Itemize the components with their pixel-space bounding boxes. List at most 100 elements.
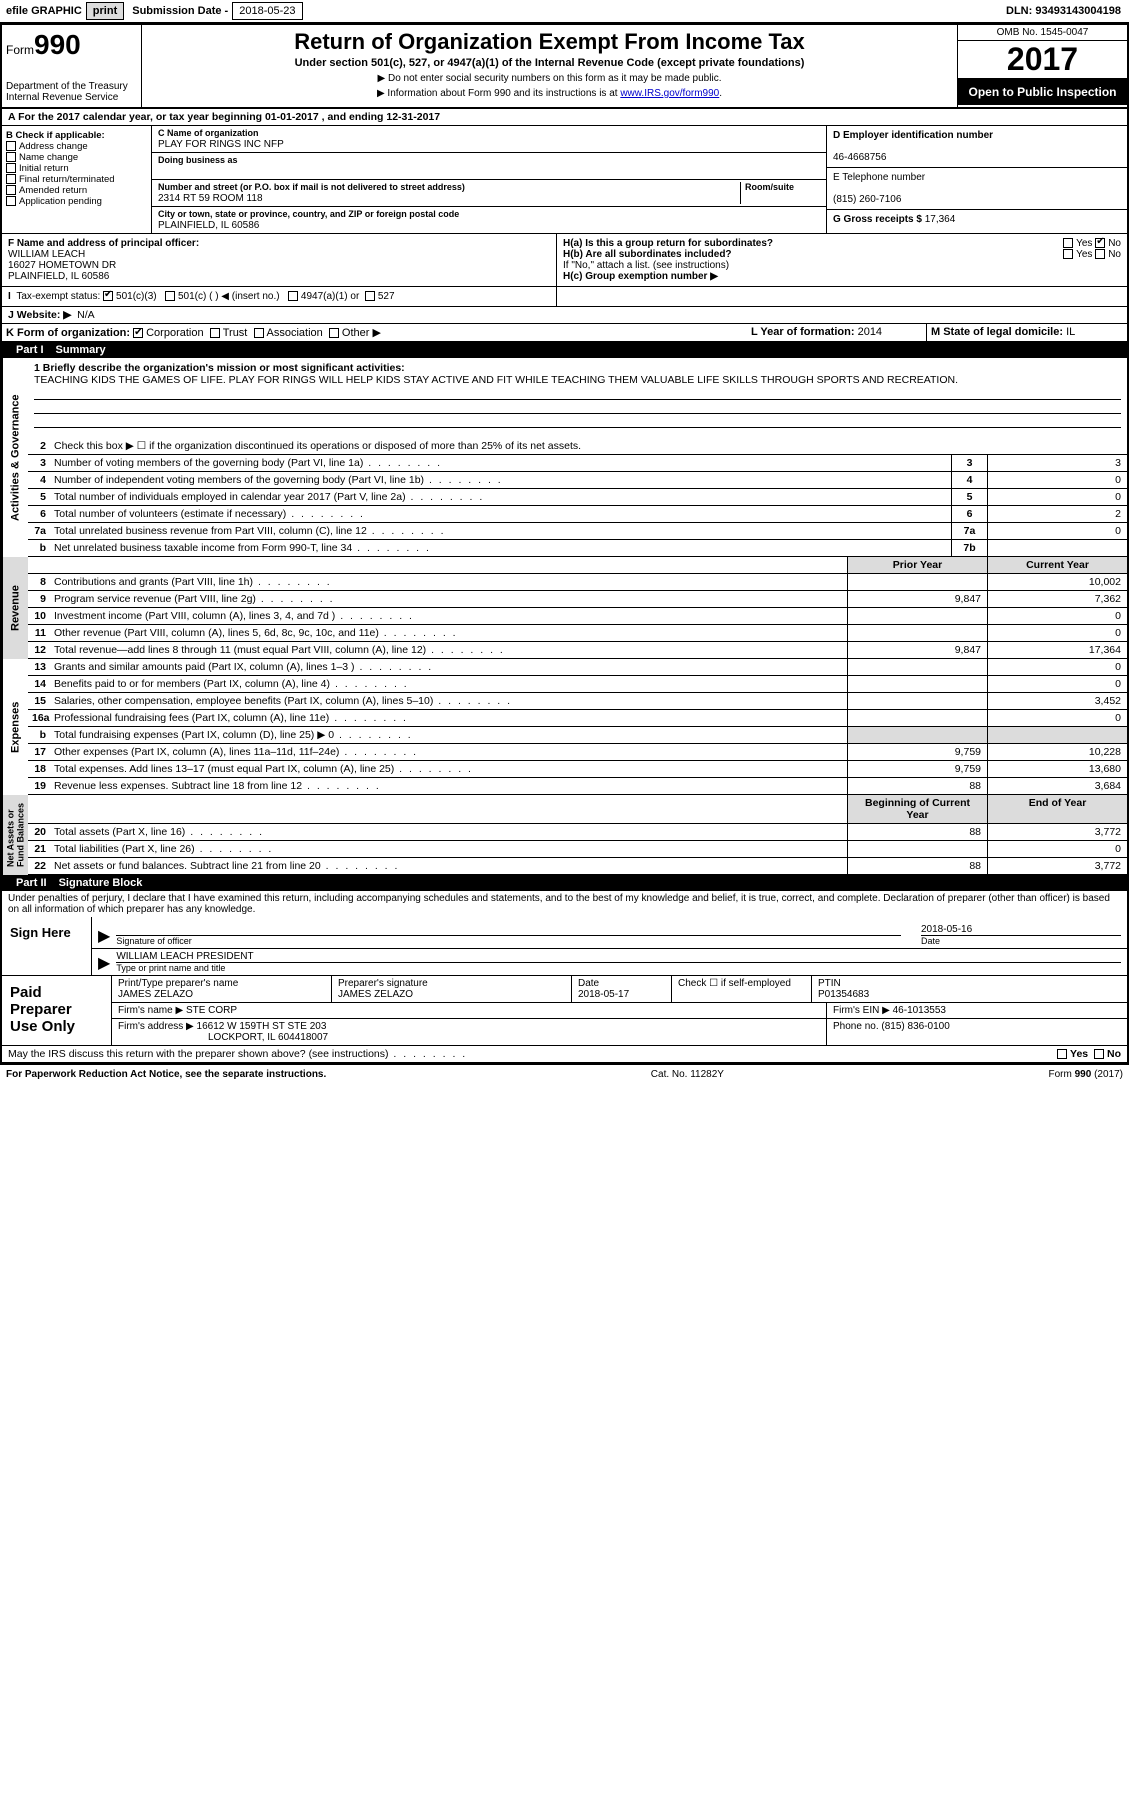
gross-label: G Gross receipts $ xyxy=(833,214,922,225)
city-value: PLAINFIELD, IL 60586 xyxy=(158,220,259,231)
dln: DLN: 93493143004198 xyxy=(1006,5,1127,17)
cat-number: Cat. No. 11282Y xyxy=(651,1069,724,1080)
hc-row: H(c) Group exemption number ▶ xyxy=(563,271,1121,282)
efile-label: efile GRAPHIC xyxy=(6,5,82,17)
section-j: J Website: ▶ N/A xyxy=(2,307,1127,324)
section-b: B Check if applicable: Address change Na… xyxy=(2,126,152,233)
officer-addr2: PLAINFIELD, IL 60586 xyxy=(8,271,109,282)
mission-block: 1 Briefly describe the organization's mi… xyxy=(28,358,1127,438)
summary-row: b Total fundraising expenses (Part IX, c… xyxy=(28,727,1127,744)
ptin-value: P01354683 xyxy=(818,989,1121,1000)
perjury-text: Under penalties of perjury, I declare th… xyxy=(2,891,1127,917)
summary-row: 16a Professional fundraising fees (Part … xyxy=(28,710,1127,727)
summary-row: 21 Total liabilities (Part X, line 26) 0 xyxy=(28,841,1127,858)
tax-year: 2017 xyxy=(958,41,1127,79)
summary-row: 5 Total number of individuals employed i… xyxy=(28,489,1127,506)
period-row: A For the 2017 calendar year, or tax yea… xyxy=(2,109,1127,126)
sig-date-cap: Date xyxy=(921,935,1121,946)
street-address: 2314 RT 59 ROOM 118 xyxy=(158,193,263,204)
exp-side-label: Expenses xyxy=(2,659,28,795)
summary-row: 8 Contributions and grants (Part VIII, l… xyxy=(28,574,1127,591)
summary-row: 13 Grants and similar amounts paid (Part… xyxy=(28,659,1127,676)
org-name: PLAY FOR RINGS INC NFP xyxy=(158,139,284,150)
phone-value: (815) 260-7106 xyxy=(833,194,901,205)
gov-side-label: Activities & Governance xyxy=(2,358,28,557)
summary-row: 3 Number of voting members of the govern… xyxy=(28,455,1127,472)
arrow-icon: ▶ xyxy=(98,953,110,973)
officer-typed-name: WILLIAM LEACH PRESIDENT xyxy=(116,951,1121,962)
open-public: Open to Public Inspection xyxy=(958,79,1127,105)
part2-header: Part II Signature Block xyxy=(2,875,1127,891)
note-ssn: ▶ Do not enter social security numbers o… xyxy=(150,73,949,84)
note-info: ▶ Information about Form 990 and its ins… xyxy=(150,88,949,99)
summary-row: 20 Total assets (Part X, line 16) 88 3,7… xyxy=(28,824,1127,841)
addr-label: Number and street (or P.O. box if mail i… xyxy=(158,182,465,192)
officer-name: WILLIAM LEACH xyxy=(8,249,85,260)
part1-header: Part I Summary xyxy=(2,342,1127,358)
firm-addr2: LOCKPORT, IL 604418007 xyxy=(208,1032,328,1043)
preparer-date: 2018-05-17 xyxy=(578,989,665,1000)
summary-row: b Net unrelated business taxable income … xyxy=(28,540,1127,557)
preparer-sig: JAMES ZELAZO xyxy=(338,989,565,1000)
summary-row: 4 Number of independent voting members o… xyxy=(28,472,1127,489)
discuss-row: May the IRS discuss this return with the… xyxy=(2,1046,1127,1063)
firm-addr1: 16612 W 159TH ST STE 203 xyxy=(197,1021,327,1032)
dept-label: Department of the Treasury Internal Reve… xyxy=(6,81,137,103)
summary-row: 15 Salaries, other compensation, employe… xyxy=(28,693,1127,710)
summary-row: 10 Investment income (Part VIII, column … xyxy=(28,608,1127,625)
section-l: L Year of formation: 2014 xyxy=(747,324,927,341)
summary-row: 7a Total unrelated business revenue from… xyxy=(28,523,1127,540)
boy-hdr: Beginning of Current Year xyxy=(847,795,987,823)
pra-notice: For Paperwork Reduction Act Notice, see … xyxy=(6,1069,326,1080)
c-name-label: C Name of organization xyxy=(158,128,259,138)
sig-officer-cap: Signature of officer xyxy=(116,935,901,946)
omb-number: OMB No. 1545-0047 xyxy=(958,25,1127,41)
summary-row: 19 Revenue less expenses. Subtract line … xyxy=(28,778,1127,795)
line2: Check this box ▶ ☐ if the organization d… xyxy=(50,438,1127,454)
hb-row: H(b) Are all subordinates included? Yes … xyxy=(563,249,1121,260)
form-title: Return of Organization Exempt From Incom… xyxy=(150,29,949,55)
form-subtitle: Under section 501(c), 527, or 4947(a)(1)… xyxy=(150,57,949,69)
city-label: City or town, state or province, country… xyxy=(158,209,459,219)
subdate-value: 2018-05-23 xyxy=(232,2,302,20)
summary-row: 14 Benefits paid to or for members (Part… xyxy=(28,676,1127,693)
summary-row: 9 Program service revenue (Part VIII, li… xyxy=(28,591,1127,608)
gross-value: 17,364 xyxy=(925,214,956,225)
summary-row: 18 Total expenses. Add lines 13–17 (must… xyxy=(28,761,1127,778)
firm-ein: 46-1013553 xyxy=(893,1005,946,1016)
officer-cap: Type or print name and title xyxy=(116,962,1121,973)
prior-year-hdr: Prior Year xyxy=(847,557,987,573)
dba-label: Doing business as xyxy=(158,155,238,165)
form-footer: Form 990 (2017) xyxy=(1049,1069,1123,1080)
summary-row: 17 Other expenses (Part IX, column (A), … xyxy=(28,744,1127,761)
officer-addr1: 16027 HOMETOWN DR xyxy=(8,260,116,271)
print-button[interactable]: print xyxy=(86,2,124,20)
na-side-label: Net Assets or Fund Balances xyxy=(2,795,28,875)
phone-label: E Telephone number xyxy=(833,172,925,183)
self-employed: Check ☐ if self-employed xyxy=(672,976,812,1002)
firm-phone: (815) 836-0100 xyxy=(881,1021,949,1032)
section-m: M State of legal domicile: IL xyxy=(927,324,1127,341)
ein-label: D Employer identification number xyxy=(833,130,993,141)
current-year-hdr: Current Year xyxy=(987,557,1127,573)
irs-link[interactable]: www.IRS.gov/form990 xyxy=(620,88,719,99)
room-label: Room/suite xyxy=(745,182,794,192)
section-k: K Form of organization: Corporation Trus… xyxy=(2,324,747,341)
section-i: I Tax-exempt status: 501(c)(3) 501(c) ( … xyxy=(2,287,557,306)
arrow-icon: ▶ xyxy=(98,926,110,946)
summary-row: 6 Total number of volunteers (estimate i… xyxy=(28,506,1127,523)
subdate-label: Submission Date - xyxy=(132,5,228,17)
form-number: Form990 xyxy=(6,29,137,61)
summary-row: 12 Total revenue—add lines 8 through 11 … xyxy=(28,642,1127,659)
sig-date: 2018-05-16 xyxy=(921,924,1121,935)
paid-preparer-label: Paid Preparer Use Only xyxy=(2,976,112,1045)
sign-here-label: Sign Here xyxy=(2,917,92,975)
ha-row: H(a) Is this a group return for subordin… xyxy=(563,238,1121,249)
summary-row: 11 Other revenue (Part VIII, column (A),… xyxy=(28,625,1127,642)
ein-value: 46-4668756 xyxy=(833,152,886,163)
rev-side-label: Revenue xyxy=(2,557,28,659)
summary-row: 22 Net assets or fund balances. Subtract… xyxy=(28,858,1127,875)
preparer-name: JAMES ZELAZO xyxy=(118,989,325,1000)
firm-name: STE CORP xyxy=(186,1005,237,1016)
f-label: F Name and address of principal officer: xyxy=(8,238,199,249)
